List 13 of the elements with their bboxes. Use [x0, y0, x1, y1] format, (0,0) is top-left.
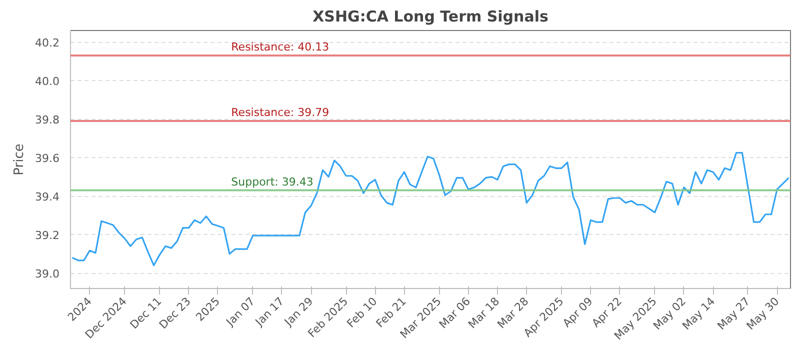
y-tick-label: 39.2	[35, 229, 60, 242]
y-tick-label: 39.8	[35, 114, 60, 127]
y-tick-label: 39.0	[35, 268, 60, 281]
ref-line-label: Resistance: 39.79	[231, 106, 330, 119]
chart-title: XSHG:CA Long Term Signals	[312, 8, 548, 26]
y-tick-label: 39.4	[35, 190, 60, 204]
ref-line-label: Support: 39.43	[231, 175, 314, 188]
y-tick-label: 39.6	[35, 152, 60, 166]
line-series	[71, 152, 790, 266]
ref-line-label: Resistance: 40.13	[231, 40, 330, 54]
y-axis-title: Price	[12, 144, 28, 176]
y-tick-label: 40.2	[35, 36, 60, 50]
y-tick-label: 40.0	[35, 75, 60, 88]
